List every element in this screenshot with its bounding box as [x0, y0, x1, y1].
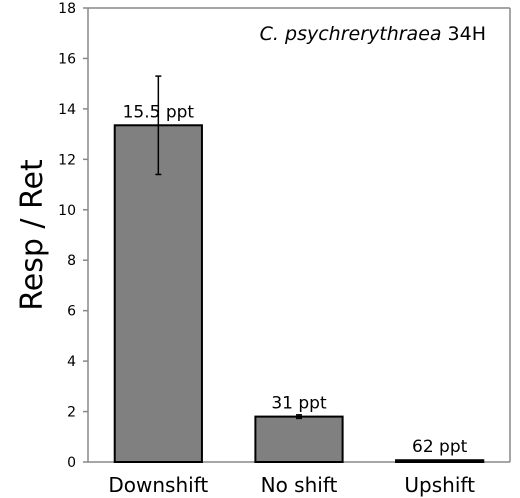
bar — [113, 124, 203, 464]
data-label: 62 ppt — [412, 437, 468, 457]
y-tick-label: 16 — [58, 51, 76, 67]
chart-title-italic: C. psychrerythraea — [260, 23, 442, 45]
y-ticks: 0 2 4 6 8 10 12 14 16 18 — [58, 1, 88, 471]
x-category-label: No shift — [261, 473, 338, 497]
error-bars — [155, 75, 302, 420]
data-label: 31 ppt — [271, 394, 327, 414]
y-tick-label: 12 — [58, 152, 76, 168]
y-tick-label: 18 — [58, 1, 76, 17]
x-categories: Downshift No shift Upshift — [108, 473, 475, 497]
chart-title: C. psychrerythraea 34H — [260, 23, 486, 45]
y-axis-label: Resp / Ret — [15, 159, 50, 311]
y-tick-label: 4 — [67, 354, 76, 370]
y-tick-label: 10 — [58, 203, 76, 219]
bars — [113, 124, 485, 464]
bar — [254, 415, 344, 464]
x-category-label: Downshift — [108, 473, 208, 497]
y-tick-label: 8 — [67, 253, 76, 269]
data-labels: 15.5 ppt 31 ppt 62 ppt — [123, 102, 468, 457]
y-tick-label: 0 — [67, 455, 76, 471]
y-tick-label: 6 — [67, 304, 76, 320]
chart-title-rest: 34H — [448, 23, 486, 45]
bar — [395, 459, 485, 463]
y-tick-label: 2 — [67, 405, 76, 421]
y-tick-label: 14 — [58, 102, 76, 118]
x-category-label: Upshift — [404, 473, 475, 497]
data-label: 15.5 ppt — [123, 102, 195, 122]
